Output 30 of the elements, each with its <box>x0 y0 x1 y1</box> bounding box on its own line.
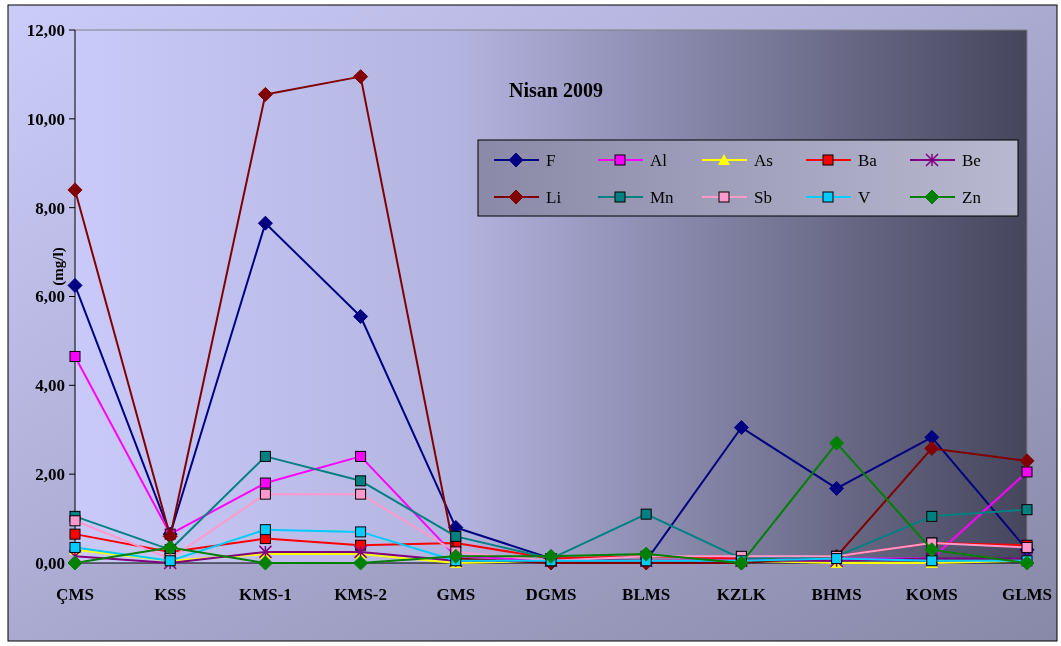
legend-label: V <box>858 187 871 207</box>
legend-label: Be <box>962 150 981 170</box>
y-tick-label: 0,00 <box>35 553 65 573</box>
y-tick-label: 4,00 <box>35 376 65 396</box>
text: Nisan 2009 <box>509 79 603 101</box>
legend-label: Ba <box>858 150 878 170</box>
legend-label: F <box>546 150 556 170</box>
y-tick-label: 2,00 <box>35 465 65 485</box>
x-tick-label: KMS-1 <box>238 585 292 604</box>
y-tick-label: 12,00 <box>26 20 65 40</box>
x-tick-label: DGMS <box>525 585 577 604</box>
y-tick-label: 8,00 <box>35 198 65 218</box>
legend-label: Al <box>650 150 668 170</box>
legend-label: Sb <box>754 187 772 207</box>
x-tick-label: KOMS <box>905 585 958 604</box>
x-tick-label: BLMS <box>622 585 671 604</box>
x-tick-label: BHMS <box>811 585 862 604</box>
x-tick-label: ÇMS <box>56 585 94 604</box>
x-tick-label: GMS <box>436 585 476 604</box>
legend-label: Mn <box>650 187 675 207</box>
x-tick-label: KMS-2 <box>334 585 388 604</box>
x-tick-label: GLMS <box>1001 585 1053 604</box>
x-tick-label: KSS <box>154 585 187 604</box>
y-axis-title: (mg/l) <box>50 247 67 286</box>
legend-label: Zn <box>962 187 982 207</box>
x-tick-label: KZLK <box>716 585 767 604</box>
y-tick-label: 6,00 <box>35 287 65 307</box>
legend-label: Li <box>546 187 562 207</box>
y-tick-label: 10,00 <box>26 109 65 129</box>
legend-label: As <box>754 150 773 170</box>
